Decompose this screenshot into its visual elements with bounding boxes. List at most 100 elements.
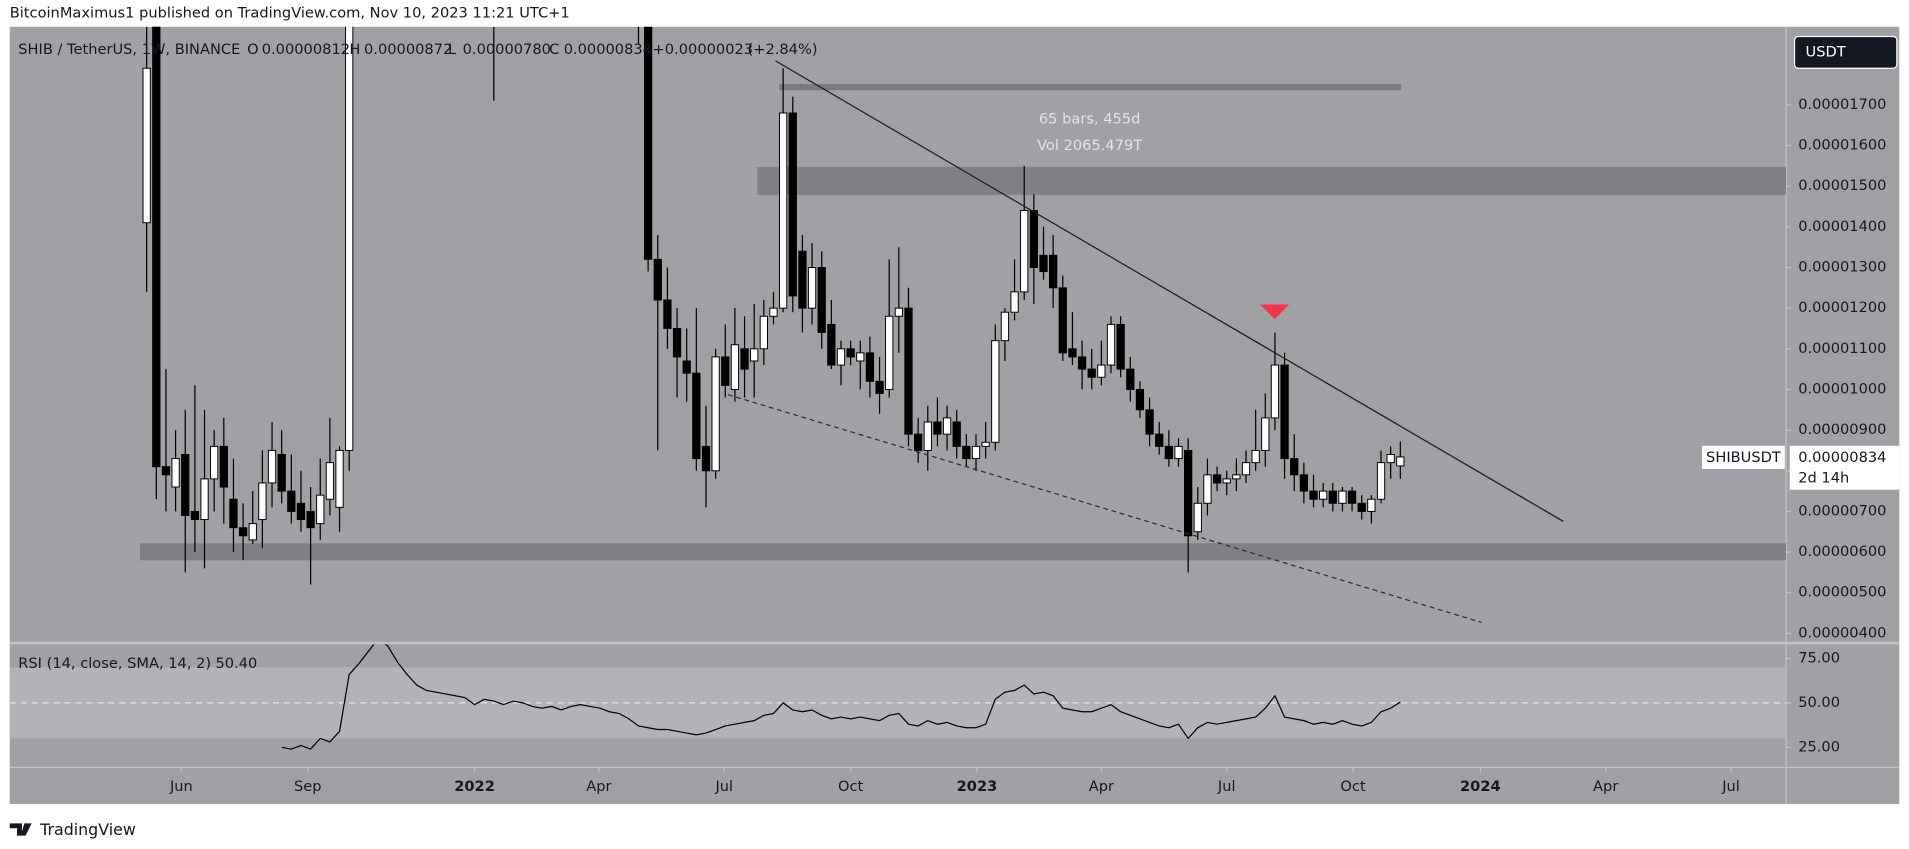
candle-body <box>1126 368 1135 390</box>
candle-body <box>933 421 942 435</box>
candle-body <box>1010 291 1019 313</box>
candle-body <box>1222 478 1231 484</box>
candle-body <box>306 510 315 529</box>
candle-body <box>325 462 335 500</box>
candle-body <box>875 380 884 395</box>
measure-volume: Vol 2065.479T <box>1037 137 1142 154</box>
change-pct: (+2.84%) <box>748 41 818 58</box>
candle-body <box>190 510 200 521</box>
symbol-tag <box>1702 445 1785 469</box>
ohlc-label: O <box>247 41 258 58</box>
candle-body <box>1212 474 1222 484</box>
candle-body <box>856 352 865 362</box>
candle-body <box>1164 445 1174 460</box>
x-tick-label: Jul <box>714 778 733 795</box>
candle-body <box>798 250 807 309</box>
candle-body <box>1020 210 1029 293</box>
candle-body <box>942 417 952 435</box>
candle-body <box>730 344 740 390</box>
y-tick-label: 0.00000400 <box>1798 624 1886 641</box>
measure-bars: 65 bars, 455d <box>1039 110 1141 127</box>
rsi-line <box>281 644 1401 750</box>
candle-body <box>1174 445 1183 460</box>
candle-body <box>1367 498 1376 512</box>
rsi-y-tick-label: 75.00 <box>1798 649 1840 666</box>
candle-body <box>345 26 354 451</box>
candle-body <box>161 466 171 476</box>
y-tick-label: 0.00001100 <box>1798 340 1886 357</box>
candle-body <box>287 490 296 512</box>
price-tag-countdown: 2d 14h <box>1798 470 1849 487</box>
candle-body <box>778 112 788 309</box>
candle-body <box>1270 364 1280 419</box>
candle-body <box>210 445 219 480</box>
candle-body <box>682 360 691 374</box>
candle-body <box>653 258 662 301</box>
x-tick-label: Jul <box>1721 778 1740 795</box>
candle-body <box>962 445 971 460</box>
rsi-pane <box>9 644 1787 750</box>
candle-body <box>663 299 672 329</box>
candle-body <box>740 348 749 370</box>
candle-body <box>181 454 190 516</box>
candle-body <box>788 112 797 297</box>
candle-body <box>750 348 759 362</box>
candle-body <box>248 523 257 541</box>
candle-body <box>885 315 894 390</box>
candle-body <box>258 482 267 521</box>
ohlc-value: 0.00000812 <box>262 41 350 58</box>
trend-lines <box>727 60 1564 624</box>
candle-body <box>1232 474 1241 480</box>
candle-body <box>1309 490 1318 500</box>
currency-button[interactable] <box>1793 35 1898 69</box>
y-tick-label: 0.00001700 <box>1798 96 1886 113</box>
candle-body <box>142 67 151 224</box>
candle-body <box>200 478 209 521</box>
y-tick-label: 0.00001400 <box>1798 218 1886 235</box>
y-tick-label: 0.00001500 <box>1798 177 1886 194</box>
candle-body <box>692 372 701 460</box>
x-tick-label: 2023 <box>957 778 998 795</box>
candle-body <box>1203 474 1212 504</box>
candle-body <box>296 502 306 521</box>
candle-body <box>971 445 981 460</box>
candle-body <box>171 458 180 488</box>
candle-body <box>229 498 238 529</box>
candle-body <box>643 26 653 260</box>
y-tick-label: 0.00000900 <box>1798 421 1886 438</box>
x-tick-label: Jul <box>1217 778 1236 795</box>
candle-body <box>1396 456 1405 467</box>
candle-body <box>1193 502 1202 533</box>
y-tick-label: 0.00000600 <box>1798 543 1886 560</box>
candle-body <box>1280 364 1289 460</box>
candle-body <box>759 315 768 350</box>
candle-body <box>1029 210 1038 268</box>
symbol-title: SHIB / TetherUS, 1W, BINANCE <box>18 41 240 58</box>
candle-body <box>335 449 344 508</box>
footer-logo <box>9 823 32 836</box>
candle-body <box>894 307 903 317</box>
publisher-line: BitcoinMaximus1 published on TradingView… <box>10 4 570 21</box>
rsi-y-tick-label: 25.00 <box>1798 738 1840 755</box>
x-tick-label: 2024 <box>1460 778 1501 795</box>
x-tick-label: Oct <box>838 778 864 795</box>
x-tick-label: 2022 <box>454 778 495 795</box>
zone <box>779 84 1402 91</box>
candle-body <box>1106 323 1116 366</box>
currency-label[interactable]: USDT <box>1806 43 1846 60</box>
symbol-tag-text: SHIBUSDT <box>1706 449 1781 466</box>
x-tick-label: Apr <box>586 778 611 795</box>
y-tick-label: 0.00001200 <box>1798 299 1886 316</box>
ohlc-value: 0.00000872 <box>364 41 452 58</box>
candle-body <box>865 352 875 382</box>
candle-body <box>1039 254 1048 273</box>
candle-body <box>1116 323 1125 370</box>
candle-body <box>267 449 277 484</box>
y-tick-label: 0.00000700 <box>1798 502 1886 519</box>
price-pane <box>142 26 1405 585</box>
y-tick-label: 0.00001300 <box>1798 258 1886 275</box>
ohlc-value: 0.00000834 <box>564 41 652 58</box>
drawings <box>140 84 1787 561</box>
